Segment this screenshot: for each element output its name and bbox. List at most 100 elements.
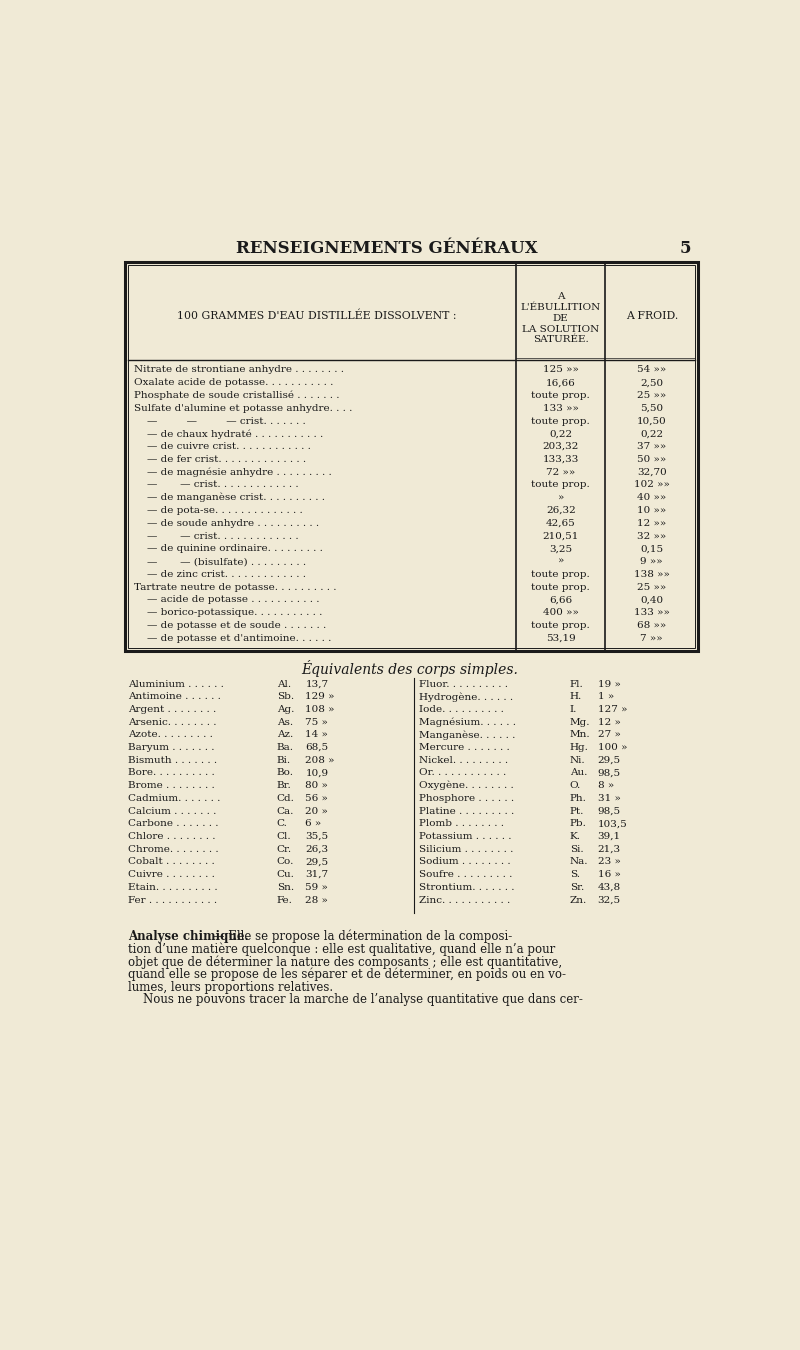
Text: 26,3: 26,3 xyxy=(306,845,329,853)
Text: Ca.: Ca. xyxy=(277,806,294,815)
Text: Azote. . . . . . . . .: Azote. . . . . . . . . xyxy=(128,730,213,740)
Text: Sr.: Sr. xyxy=(570,883,584,892)
Text: — Elle se propose la détermination de la composi-: — Elle se propose la détermination de la… xyxy=(210,930,513,944)
Text: 3,25: 3,25 xyxy=(549,544,572,554)
Text: Phosphore . . . . . .: Phosphore . . . . . . xyxy=(419,794,514,803)
Text: Nous ne pouvons tracer la marche de l’analyse quantitative que dans cer-: Nous ne pouvons tracer la marche de l’an… xyxy=(128,994,582,1006)
Text: Potassium . . . . . .: Potassium . . . . . . xyxy=(419,832,512,841)
Text: toute prop.: toute prop. xyxy=(531,621,590,630)
Text: 39,1: 39,1 xyxy=(598,832,621,841)
Text: 103,5: 103,5 xyxy=(598,819,627,829)
Text: 8 »: 8 » xyxy=(598,782,614,790)
Text: Carbone . . . . . . .: Carbone . . . . . . . xyxy=(128,819,218,829)
Text: Mg.: Mg. xyxy=(570,718,590,726)
Text: 50 »»: 50 »» xyxy=(637,455,666,464)
Text: 12 »»: 12 »» xyxy=(637,518,666,528)
Text: Az.: Az. xyxy=(277,730,293,740)
Text: 27 »: 27 » xyxy=(598,730,621,740)
Text: K.: K. xyxy=(570,832,581,841)
Text: 29,5: 29,5 xyxy=(598,756,621,765)
Text: 5: 5 xyxy=(679,240,691,256)
Text: Mercure . . . . . . .: Mercure . . . . . . . xyxy=(419,743,510,752)
Text: 0,22: 0,22 xyxy=(549,429,572,439)
Text: Mn.: Mn. xyxy=(570,730,590,740)
Text: LA SOLUTION: LA SOLUTION xyxy=(522,324,599,333)
Text: 35,5: 35,5 xyxy=(306,832,329,841)
Text: Équivalents des corps simples.: Équivalents des corps simples. xyxy=(302,660,518,678)
Text: 10 »»: 10 »» xyxy=(637,506,666,514)
Text: 54 »»: 54 »» xyxy=(637,366,666,374)
Text: 16,66: 16,66 xyxy=(546,378,576,387)
Text: Fer . . . . . . . . . . .: Fer . . . . . . . . . . . xyxy=(128,895,217,905)
Text: Oxygène. . . . . . . .: Oxygène. . . . . . . . xyxy=(419,780,514,791)
Text: Ni.: Ni. xyxy=(570,756,586,765)
Text: —       — crist. . . . . . . . . . . . .: — — crist. . . . . . . . . . . . . xyxy=(134,481,298,490)
Text: 43,8: 43,8 xyxy=(598,883,621,892)
Text: Zinc. . . . . . . . . . .: Zinc. . . . . . . . . . . xyxy=(419,895,510,905)
Text: 0,15: 0,15 xyxy=(640,544,663,554)
Text: Chlore . . . . . . . .: Chlore . . . . . . . . xyxy=(128,832,215,841)
Text: 21,3: 21,3 xyxy=(598,845,621,853)
Text: Aluminium . . . . . .: Aluminium . . . . . . xyxy=(128,679,224,688)
Text: Analyse chimique.: Analyse chimique. xyxy=(128,930,249,942)
Text: Ba.: Ba. xyxy=(277,743,294,752)
Text: 40 »»: 40 »» xyxy=(637,493,666,502)
Text: 37 »»: 37 »» xyxy=(637,441,666,451)
Text: Bi.: Bi. xyxy=(277,756,291,765)
Text: 10,9: 10,9 xyxy=(306,768,329,778)
Bar xyxy=(128,265,695,648)
Text: Bismuth . . . . . . .: Bismuth . . . . . . . xyxy=(128,756,217,765)
Text: DE: DE xyxy=(553,313,569,323)
Text: Cu.: Cu. xyxy=(277,871,294,879)
Text: I.: I. xyxy=(570,705,577,714)
Text: Ph.: Ph. xyxy=(570,794,586,803)
Text: 23 »: 23 » xyxy=(598,857,621,867)
Text: Bo.: Bo. xyxy=(277,768,294,778)
Text: 6,66: 6,66 xyxy=(549,595,572,605)
Text: 138 »»: 138 »» xyxy=(634,570,670,579)
Text: 108 »: 108 » xyxy=(306,705,335,714)
Text: —       — crist. . . . . . . . . . . . .: — — crist. . . . . . . . . . . . . xyxy=(134,532,298,540)
Text: Fe.: Fe. xyxy=(277,895,293,905)
Text: Au.: Au. xyxy=(570,768,587,778)
Text: SATURÉE.: SATURÉE. xyxy=(533,335,589,344)
Text: Calcium . . . . . . .: Calcium . . . . . . . xyxy=(128,806,216,815)
Text: Sn.: Sn. xyxy=(277,883,294,892)
Text: A: A xyxy=(557,292,565,301)
Text: lumes, leurs proportions relatives.: lumes, leurs proportions relatives. xyxy=(128,980,333,994)
Text: 6 »: 6 » xyxy=(306,819,322,829)
Text: — de potasse et d'antimoine. . . . . .: — de potasse et d'antimoine. . . . . . xyxy=(134,633,331,643)
Text: 133 »»: 133 »» xyxy=(542,404,578,413)
Text: 68 »»: 68 »» xyxy=(637,621,666,630)
Text: toute prop.: toute prop. xyxy=(531,570,590,579)
Text: Pt.: Pt. xyxy=(570,806,584,815)
Bar xyxy=(125,262,698,651)
Text: — de quinine ordinaire. . . . . . . . .: — de quinine ordinaire. . . . . . . . . xyxy=(134,544,323,554)
Text: Sb.: Sb. xyxy=(277,693,294,701)
Text: 98,5: 98,5 xyxy=(598,806,621,815)
Text: Argent . . . . . . . .: Argent . . . . . . . . xyxy=(128,705,216,714)
Text: toute prop.: toute prop. xyxy=(531,417,590,425)
Text: —       — (bisulfate) . . . . . . . . .: — — (bisulfate) . . . . . . . . . xyxy=(134,558,306,566)
Text: 32,5: 32,5 xyxy=(598,895,621,905)
Text: 32,70: 32,70 xyxy=(637,467,666,477)
Text: Or. . . . . . . . . . . .: Or. . . . . . . . . . . . xyxy=(419,768,506,778)
Text: Si.: Si. xyxy=(570,845,583,853)
Text: Br.: Br. xyxy=(277,782,291,790)
Text: 7 »»: 7 »» xyxy=(641,633,663,643)
Text: Cobalt . . . . . . . .: Cobalt . . . . . . . . xyxy=(128,857,214,867)
Text: Manganèse. . . . . .: Manganèse. . . . . . xyxy=(419,730,516,740)
Text: 100 GRAMMES D'EAU DISTILLÉE DISSOLVENT :: 100 GRAMMES D'EAU DISTILLÉE DISSOLVENT : xyxy=(178,310,457,321)
Text: Antimoine . . . . . .: Antimoine . . . . . . xyxy=(128,693,221,701)
Text: Tartrate neutre de potasse. . . . . . . . . .: Tartrate neutre de potasse. . . . . . . … xyxy=(134,583,337,591)
Text: Nitrate de strontiane anhydre . . . . . . . .: Nitrate de strontiane anhydre . . . . . … xyxy=(134,366,344,374)
Text: Hg.: Hg. xyxy=(570,743,589,752)
Text: 29,5: 29,5 xyxy=(306,857,329,867)
Text: 10,50: 10,50 xyxy=(637,417,666,425)
Text: 133 »»: 133 »» xyxy=(634,609,670,617)
Text: Phosphate de soude cristallisé . . . . . . .: Phosphate de soude cristallisé . . . . .… xyxy=(134,390,340,400)
Text: Na.: Na. xyxy=(570,857,588,867)
Text: Plomb . . . . . . . .: Plomb . . . . . . . . xyxy=(419,819,504,829)
Text: 0,40: 0,40 xyxy=(640,595,663,605)
Text: — de manganèse crist. . . . . . . . . .: — de manganèse crist. . . . . . . . . . xyxy=(134,493,325,502)
